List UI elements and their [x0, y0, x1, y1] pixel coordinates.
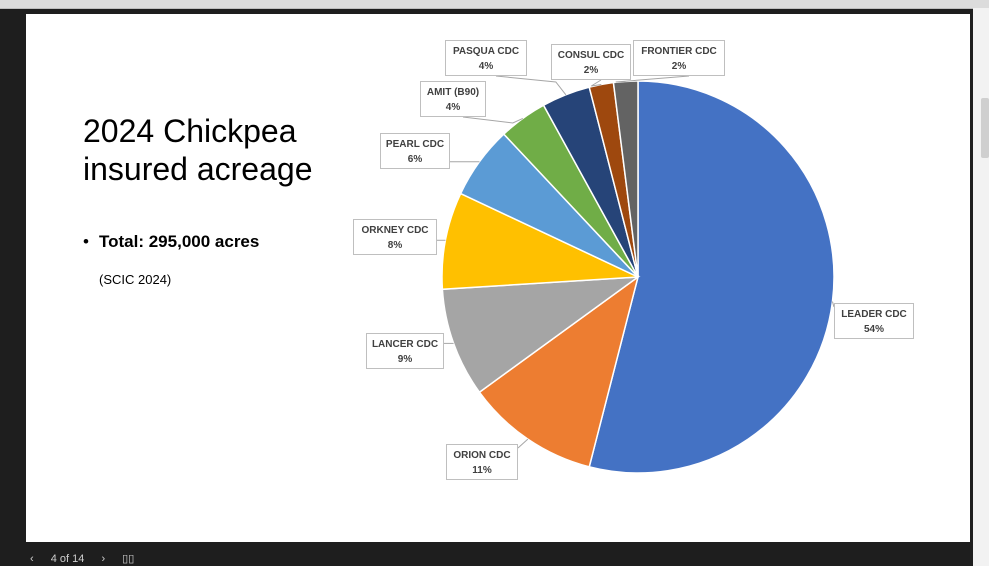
data-label-value: 2%: [583, 65, 599, 76]
pie-slice-lancer-cdc: [441, 276, 641, 394]
data-label-name: ORION CDC: [453, 450, 511, 461]
total-text: Total: 295,000 acres: [99, 232, 260, 251]
pie-slice-orion-cdc: [478, 275, 640, 468]
window-top-bar: [0, 0, 989, 9]
leader-line: [495, 75, 567, 96]
data-label-name: LANCER CDC: [371, 339, 439, 350]
pie-chart: [437, 75, 835, 474]
data-label-value: 9%: [397, 354, 413, 365]
data-label-name: ORKNEY CDC: [361, 225, 429, 236]
slide-navigation: ‹ 4 of 14 › ▯▯: [30, 552, 148, 566]
chevron-left-icon[interactable]: ‹: [30, 553, 34, 565]
chevron-right-icon[interactable]: ›: [101, 553, 106, 565]
data-label-value: 4%: [478, 61, 494, 72]
total-bullet: • Total: 295,000 acres: [83, 232, 259, 252]
data-label-value: 4%: [445, 102, 461, 113]
data-label: AMIT (B90) 4%: [420, 81, 486, 117]
leader-line: [591, 79, 602, 87]
leader-line: [615, 75, 690, 83]
data-label: LANCER CDC 9%: [366, 333, 444, 369]
slide-title: 2024 Chickpea insured acreage: [83, 113, 313, 187]
data-label: ORKNEY CDC 8%: [353, 219, 437, 255]
data-label-name: LEADER CDC: [841, 309, 907, 320]
leader-line: [462, 116, 524, 124]
data-label-name: CONSUL CDC: [557, 50, 625, 61]
source-note: (SCIC 2024): [99, 272, 172, 287]
data-label-name: FRONTIER CDC: [641, 46, 717, 57]
data-label: CONSUL CDC 2%: [551, 44, 631, 80]
data-label-value: 54%: [863, 324, 884, 335]
grid-icon[interactable]: ▯▯: [122, 553, 135, 565]
data-label: ORION CDC 11%: [446, 444, 518, 480]
bullet-dot-icon: •: [83, 232, 89, 251]
data-label-name: AMIT (B90): [426, 87, 480, 98]
data-label-name: PEARL CDC: [385, 139, 445, 150]
data-label: PASQUA CDC 4%: [445, 40, 527, 76]
data-label: PEARL CDC 6%: [380, 133, 450, 169]
data-label-name: PASQUA CDC: [452, 46, 520, 57]
scroll-handle[interactable]: [981, 98, 989, 158]
right-sidebar-strip: [973, 8, 989, 566]
data-label-value: 6%: [407, 154, 423, 165]
pie-slice-orkney-cdc: [441, 192, 639, 291]
leader-line: [831, 301, 835, 308]
data-label-value: 2%: [671, 61, 687, 72]
slide: 2024 Chickpea insured acreage • Total: 29…: [26, 14, 970, 542]
leader-line: [517, 438, 529, 449]
data-label: LEADER CDC 54%: [834, 303, 914, 339]
data-label-value: 11%: [472, 465, 492, 476]
data-label: FRONTIER CDC 2%: [633, 40, 725, 76]
page-indicator: 4 of 14: [50, 553, 85, 565]
data-label-value: 8%: [387, 240, 403, 251]
